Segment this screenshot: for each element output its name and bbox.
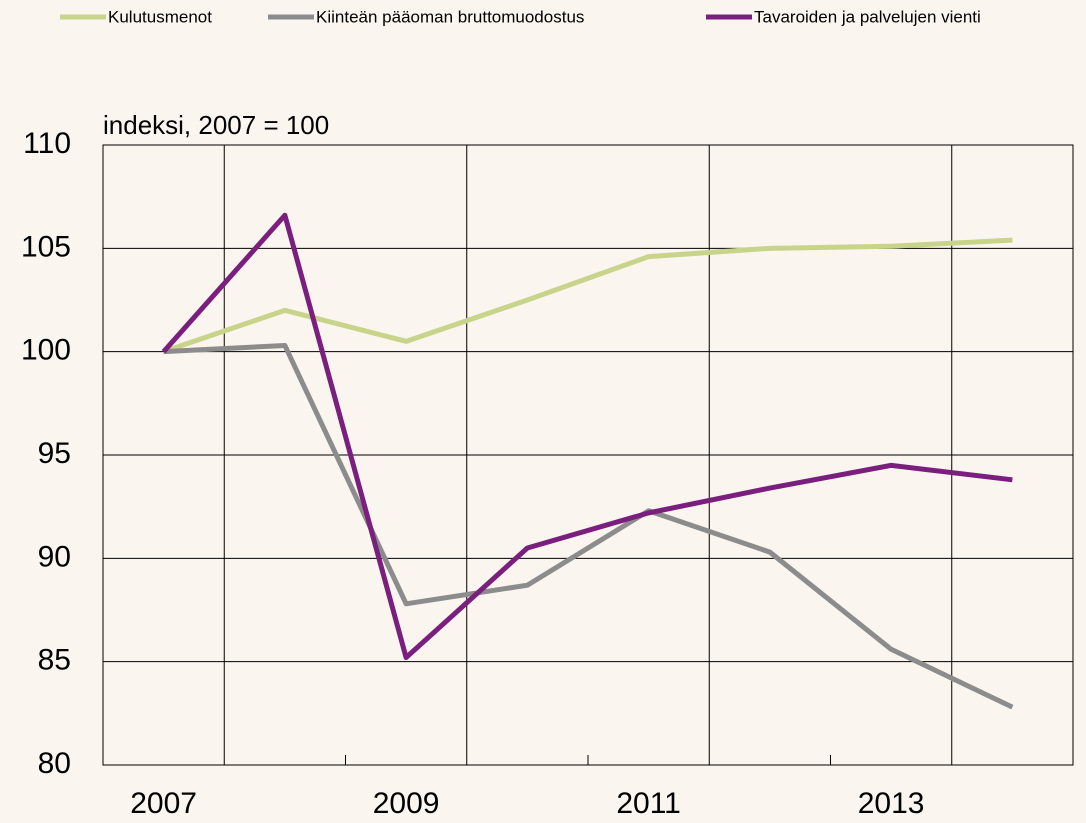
x-tick-label: 2011 — [616, 787, 681, 820]
x-tick-label: 2009 — [373, 787, 440, 820]
y-axis-label: indeksi, 2007 = 100 — [103, 110, 329, 140]
x-tick-label: 2007 — [130, 787, 197, 820]
series-line — [161, 212, 1013, 661]
y-tick-label: 105 — [21, 230, 71, 263]
y-tick-label: 85 — [38, 644, 71, 677]
plot-frame — [102, 144, 1074, 766]
y-tick-label: 90 — [38, 540, 71, 573]
y-tick-label: 95 — [38, 437, 71, 470]
legend-label: Tavaroiden ja palvelujen vienti — [754, 7, 981, 26]
x-tick-label: 2013 — [858, 787, 925, 820]
y-tick-label: 100 — [21, 334, 71, 367]
series-line — [162, 237, 1013, 355]
legend-label: Kiinteän pääoman bruttomuodostus — [316, 7, 584, 26]
y-tick-label: 110 — [23, 127, 71, 160]
y-tick-label: 80 — [38, 747, 71, 780]
legend-label: Kulutusmenot — [108, 7, 212, 26]
series-line — [163, 342, 1014, 710]
